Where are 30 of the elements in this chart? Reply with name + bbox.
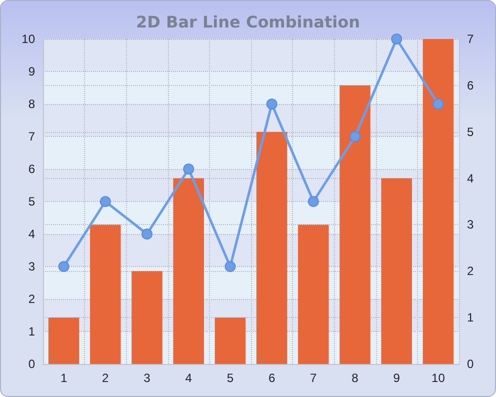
x-tick-label: 2 xyxy=(102,371,110,385)
y-tick-label: 7 xyxy=(28,130,36,144)
x-tick-label: 9 xyxy=(393,371,400,385)
y2-tick-label: 0 xyxy=(467,357,474,371)
y2-tick-label: 4 xyxy=(467,171,474,186)
y2-tick-label: 2 xyxy=(467,264,474,278)
y-tick-label: 6 xyxy=(28,162,36,176)
y-tick-label: 3 xyxy=(28,260,36,274)
x-tick-label: 7 xyxy=(310,371,318,385)
chart-title: 2D Bar Line Combination xyxy=(136,12,360,32)
y2-tick-label: 1 xyxy=(467,310,474,325)
y2-tick-label: 7 xyxy=(467,32,474,46)
y-tick-label: 4 xyxy=(28,227,36,241)
x-tick-label: 5 xyxy=(226,371,234,385)
x-tick-label: 10 xyxy=(432,371,446,385)
y-tick-label: 5 xyxy=(28,194,36,208)
x-tick-label: 8 xyxy=(352,371,359,385)
y-tick-label: 8 xyxy=(28,97,36,111)
y-tick-label: 10 xyxy=(22,32,36,46)
y-tick-label: 2 xyxy=(28,292,36,306)
y2-tick-label: 5 xyxy=(467,124,474,139)
y2-tick-label: 3 xyxy=(467,218,474,232)
y2-tick-label: 6 xyxy=(467,78,474,92)
y-tick-label: 1 xyxy=(28,324,36,338)
y-tick-label: 9 xyxy=(28,64,36,78)
x-tick-label: 3 xyxy=(144,371,151,385)
x-tick-label: 1 xyxy=(60,371,68,385)
y-tick-label: 0 xyxy=(28,357,36,371)
x-tick-label: 6 xyxy=(268,371,276,385)
x-tick-label: 4 xyxy=(185,371,192,385)
